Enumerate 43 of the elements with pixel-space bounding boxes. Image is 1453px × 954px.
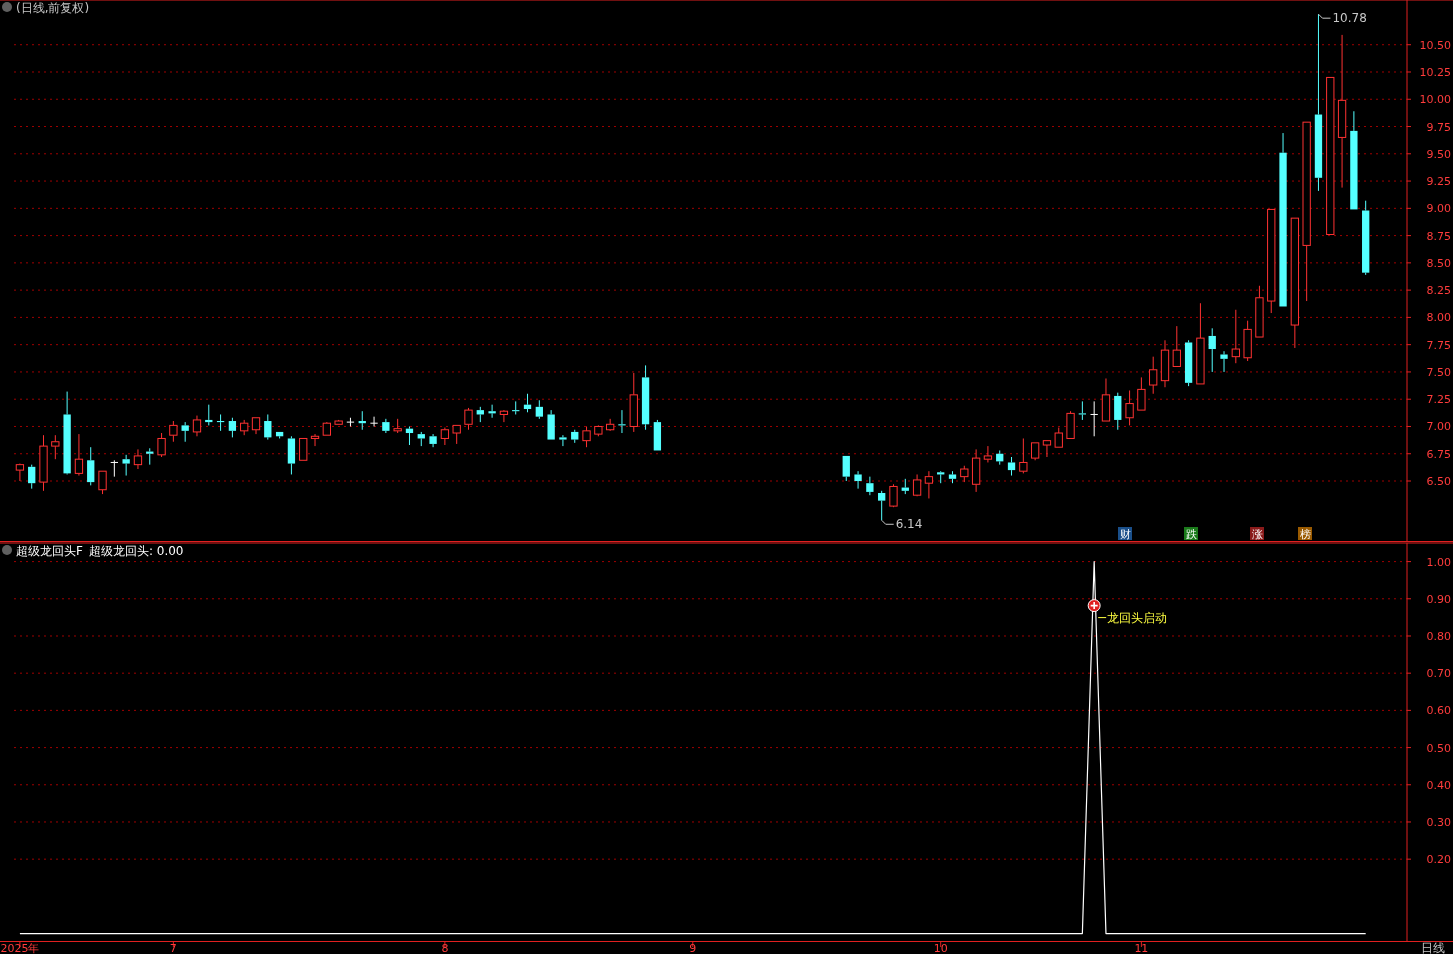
y-tick-label: 9.00 (1426, 202, 1451, 216)
y-tick-label: 7.75 (1426, 338, 1451, 352)
y-tick-label: 0.30 (1426, 815, 1451, 829)
y-tick-label: 8.00 (1426, 311, 1451, 325)
annotation: 涨 (1251, 528, 1263, 541)
y-tick-label: 7.50 (1426, 365, 1451, 379)
y-tick-label: 6.50 (1426, 475, 1451, 489)
chart-subtitle: 超级龙回头: 0.00 (88, 544, 184, 558)
y-tick-label: 0.60 (1426, 704, 1451, 718)
annotation: 财 (1119, 528, 1131, 541)
y-tick-label: 0.70 (1426, 667, 1451, 681)
y-tick-label: 9.50 (1426, 147, 1451, 161)
x-tick-label: 11 (1134, 942, 1149, 954)
annotation: 6.14 (895, 517, 923, 532)
y-tick-label: 0.80 (1426, 629, 1451, 643)
y-tick-label: 0.20 (1426, 853, 1451, 867)
text: 日线 (1421, 941, 1445, 954)
annotation: 10.78 (1332, 11, 1367, 26)
y-tick-label: 0.40 (1426, 778, 1451, 792)
y-tick-label: 10.00 (1419, 93, 1451, 107)
x-tick-label: 8 (441, 942, 449, 954)
annotation: 跌 (1185, 528, 1197, 541)
y-tick-label: 6.75 (1426, 447, 1451, 461)
annotation: 龙回头启动 (1107, 610, 1168, 625)
annotation: 榜 (1299, 528, 1311, 541)
y-tick-label: 9.25 (1426, 175, 1451, 189)
y-tick-label: 7.25 (1426, 393, 1451, 407)
y-tick-label: 10.50 (1419, 38, 1451, 52)
x-tick-label: 7 (169, 942, 177, 954)
y-tick-label: 8.75 (1426, 229, 1451, 243)
y-tick-label: 7.00 (1426, 420, 1451, 434)
chart-title: 超级龙回头F (16, 544, 83, 558)
chart-title: (日线,前复权) (16, 1, 90, 15)
y-tick-label: 0.90 (1426, 592, 1451, 606)
y-tick-label: 8.25 (1426, 284, 1451, 298)
y-tick-label: 0.50 (1426, 741, 1451, 755)
x-tick-label: 9 (689, 942, 697, 954)
y-tick-label: 8.50 (1426, 256, 1451, 270)
y-tick-label: 10.25 (1419, 65, 1451, 79)
y-tick-label: 9.75 (1426, 120, 1451, 134)
x-tick-label: 2025年 (0, 942, 40, 954)
y-tick-label: 1.00 (1426, 555, 1451, 569)
x-tick-label: 10 (933, 942, 948, 954)
